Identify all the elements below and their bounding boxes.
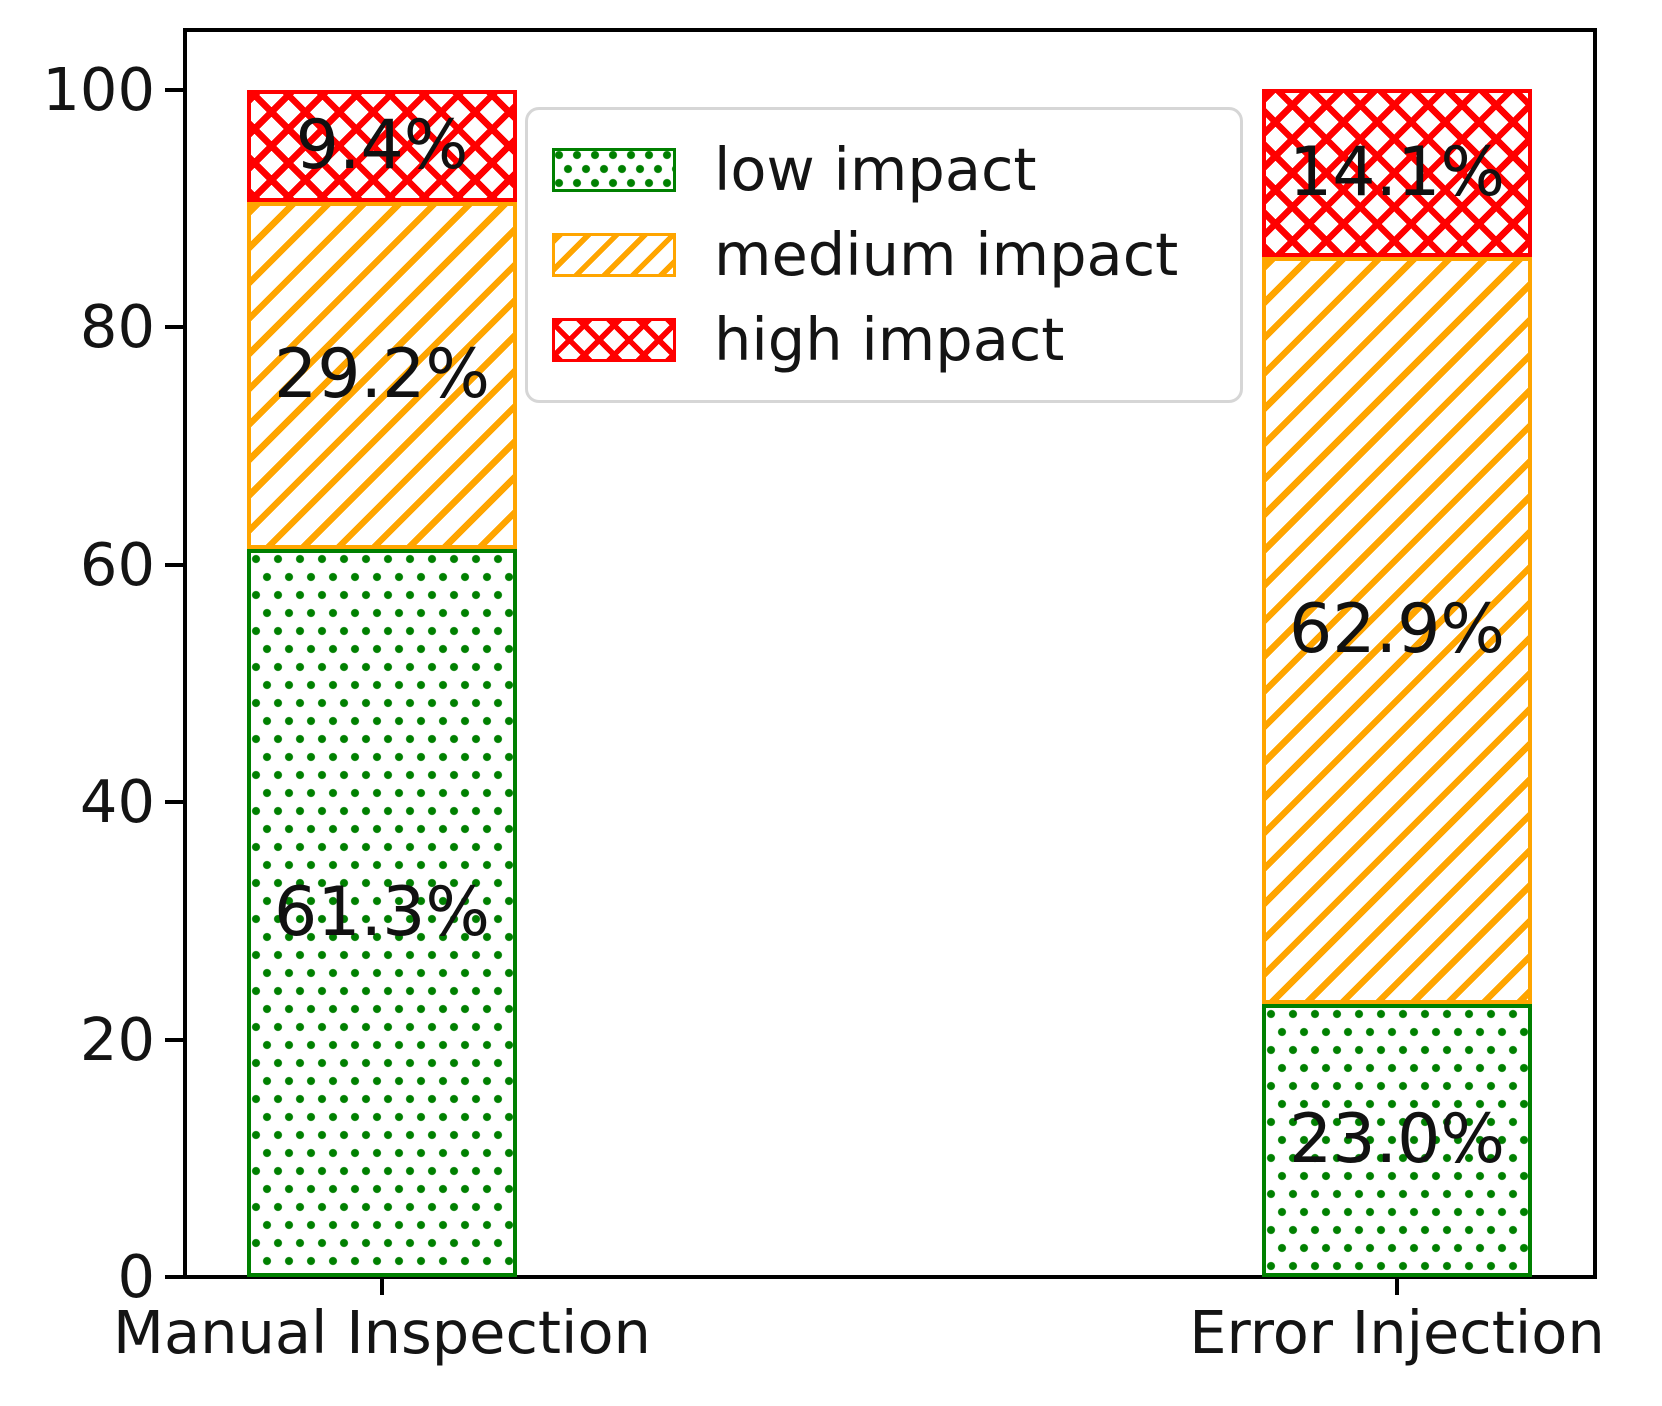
y-tick-label: 40 bbox=[79, 767, 155, 836]
legend-row-high-impact: high impact bbox=[552, 309, 1240, 371]
y-tick-label: 100 bbox=[42, 55, 155, 124]
segment-value-label: 62.9% bbox=[1288, 590, 1506, 670]
x-tick-mark bbox=[380, 1279, 384, 1295]
legend-swatch-low-impact-icon bbox=[552, 148, 676, 192]
y-tick-label: 60 bbox=[79, 530, 155, 599]
legend-label-medium-impact: medium impact bbox=[714, 220, 1179, 289]
legend-swatch-high-impact-icon bbox=[552, 318, 676, 362]
bar-segment-medium-impact: 62.9% bbox=[1262, 256, 1532, 1004]
segment-value-label: 23.0% bbox=[1288, 1100, 1506, 1180]
y-tick-mark bbox=[165, 1275, 183, 1279]
bar-segment-high-impact: 9.4% bbox=[247, 90, 517, 202]
y-tick-mark bbox=[165, 563, 183, 567]
x-tick-mark bbox=[1395, 1279, 1399, 1295]
y-tick-mark bbox=[165, 800, 183, 804]
x-tick-label-manual-inspection: Manual Inspection bbox=[113, 1298, 651, 1367]
legend: low impact medium impact high impact bbox=[525, 107, 1243, 403]
bar-segment-low-impact: 23.0% bbox=[1262, 1003, 1532, 1277]
y-tick-mark bbox=[165, 1038, 183, 1042]
legend-label-high-impact: high impact bbox=[714, 305, 1065, 374]
bar-manual-inspection: 9.4% 29.2% 61.3% bbox=[247, 89, 517, 1277]
bar-segment-medium-impact: 29.2% bbox=[247, 201, 517, 549]
x-tick-label-error-injection: Error Injection bbox=[1189, 1298, 1605, 1367]
plot-area bbox=[183, 28, 1597, 1279]
segment-value-label: 61.3% bbox=[273, 872, 491, 952]
legend-row-low-impact: low impact bbox=[552, 139, 1240, 201]
y-tick-label: 0 bbox=[117, 1242, 155, 1311]
bar-segment-high-impact: 14.1% bbox=[1262, 89, 1532, 257]
bar-error-injection: 14.1% 62.9% 23.0% bbox=[1262, 89, 1532, 1277]
y-tick-mark bbox=[165, 325, 183, 329]
bar-segment-low-impact: 61.3% bbox=[247, 548, 517, 1277]
legend-row-medium-impact: medium impact bbox=[552, 224, 1240, 286]
y-tick-mark bbox=[165, 88, 183, 92]
y-tick-label: 20 bbox=[79, 1005, 155, 1074]
segment-value-label: 14.1% bbox=[1288, 132, 1506, 212]
segment-value-label: 29.2% bbox=[273, 335, 491, 415]
segment-value-label: 9.4% bbox=[295, 106, 469, 186]
legend-label-low-impact: low impact bbox=[714, 135, 1037, 204]
legend-swatch-medium-impact-icon bbox=[552, 233, 676, 277]
y-tick-label: 80 bbox=[79, 292, 155, 361]
